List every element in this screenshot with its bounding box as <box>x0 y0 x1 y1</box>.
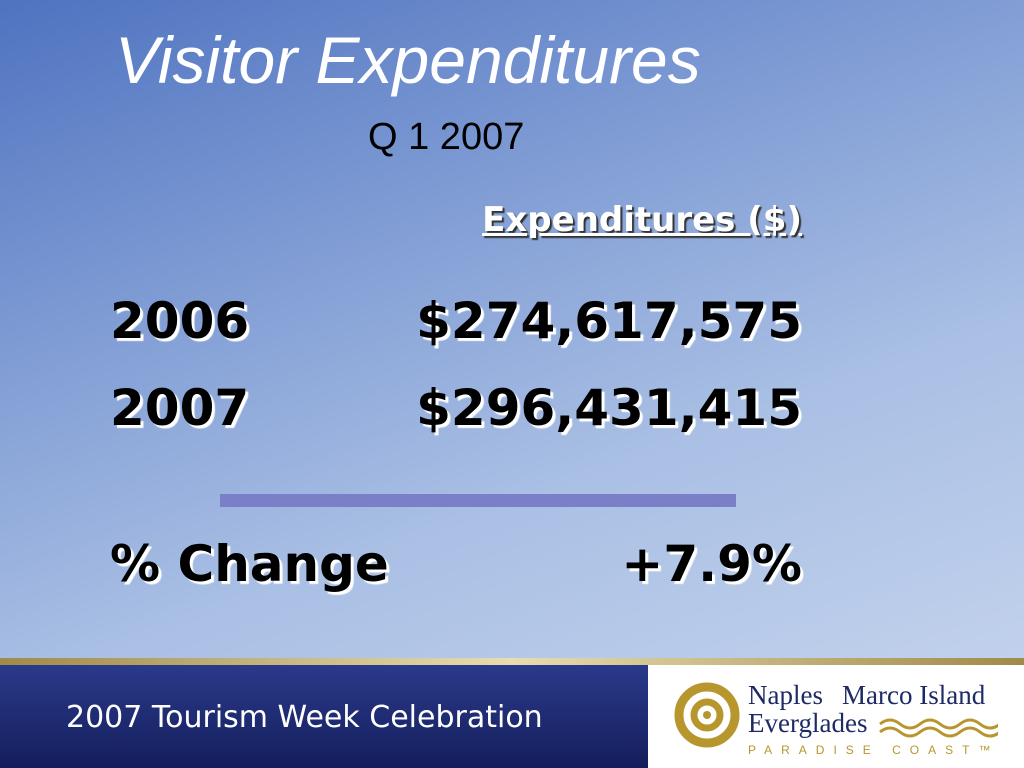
change-label: % Change <box>110 535 389 593</box>
spiral-ring <box>690 698 724 732</box>
gold-band <box>0 658 1024 665</box>
logo-waves <box>879 718 998 738</box>
row-value: $296,431,415 <box>416 379 802 437</box>
slide-title: Visitor Expenditures <box>115 23 701 97</box>
footer-text: 2007 Tourism Week Celebration <box>66 700 543 735</box>
spiral-core <box>703 711 711 719</box>
divider <box>220 494 736 507</box>
column-header: Expenditures ($) <box>482 200 802 240</box>
logo-text: Marco Island <box>842 680 986 710</box>
spiral-ring <box>674 682 740 748</box>
logo-tagline: PARADISE COAST™ <box>748 743 1000 757</box>
logo-text: Everglades <box>748 708 868 738</box>
row-label: 2007 <box>110 379 250 437</box>
row-value: $274,617,575 <box>416 292 802 350</box>
logo-text: Naples <box>748 680 823 710</box>
wave <box>879 726 998 738</box>
footer-bar <box>0 665 648 768</box>
row-label: 2006 <box>110 292 250 350</box>
change-value: +7.9% <box>621 535 802 593</box>
slide-subtitle: Q 1 2007 <box>368 116 525 158</box>
wave <box>879 718 998 730</box>
logo-spiral <box>674 682 740 748</box>
